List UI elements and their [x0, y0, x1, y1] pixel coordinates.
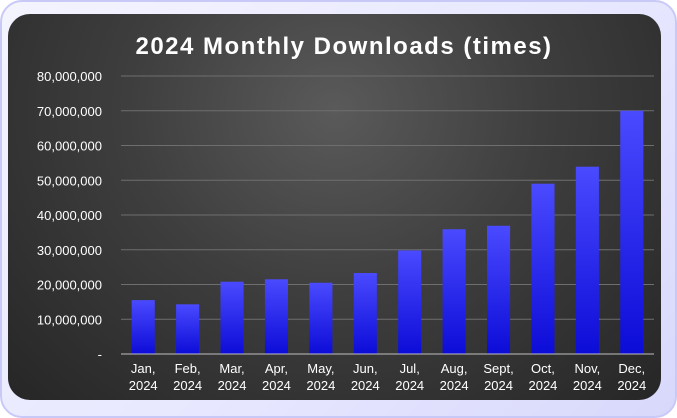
x-tick-label: 2024 — [306, 378, 335, 393]
bar — [531, 183, 555, 354]
x-tick-label: Jul, — [400, 361, 420, 376]
x-tick-label: Dec, — [618, 361, 645, 376]
x-tick-label: Feb, — [175, 361, 201, 376]
x-tick-label: Sept, — [483, 361, 513, 376]
x-tick-label: May, — [307, 361, 334, 376]
x-tick-label: 2024 — [262, 378, 291, 393]
bar-chart: 2024 Monthly Downloads (times) - 10,000,0… — [37, 33, 654, 393]
x-tick-label: Jun, — [353, 361, 378, 376]
bar — [398, 250, 422, 354]
y-tick-label: - — [98, 347, 102, 362]
y-tick-label: 80,000,000 — [37, 69, 102, 84]
chart-title: 2024 Monthly Downloads (times) — [135, 33, 552, 60]
bar — [486, 225, 511, 354]
x-tick-label: 2024 — [173, 378, 202, 393]
x-tick-label: Aug, — [441, 361, 468, 376]
bar — [575, 166, 599, 354]
y-tick-label: 20,000,000 — [37, 278, 102, 293]
bar — [176, 304, 200, 354]
bar — [131, 300, 155, 354]
x-tick-label: 2024 — [528, 378, 557, 393]
bar — [620, 110, 644, 354]
x-tick-label: Oct, — [531, 361, 555, 376]
y-tick-label: 40,000,000 — [37, 208, 102, 223]
bar — [264, 279, 289, 354]
y-tick-label: 50,000,000 — [37, 173, 102, 188]
x-tick-label: 2024 — [129, 378, 158, 393]
chart-card: 2024 Monthly Downloads (times) - 10,000,0… — [8, 14, 661, 400]
x-tick-label: 2024 — [573, 378, 602, 393]
x-tick-label: Mar, — [219, 361, 244, 376]
y-tick-label: 30,000,000 — [37, 243, 102, 258]
x-tick-label: 2024 — [484, 378, 513, 393]
x-tick-label: 2024 — [218, 378, 247, 393]
y-tick-label: 70,000,000 — [37, 104, 102, 119]
x-tick-label: Jan, — [131, 361, 156, 376]
y-tick-label: 60,000,000 — [37, 139, 102, 154]
x-tick-label: 2024 — [351, 378, 380, 393]
x-tick-label: 2024 — [440, 378, 469, 393]
x-tick-label: 2024 — [395, 378, 424, 393]
x-tick-label: Nov, — [574, 361, 600, 376]
bar — [442, 229, 466, 354]
bar — [220, 281, 244, 354]
x-tick-label: 2024 — [617, 378, 646, 393]
bar — [309, 282, 333, 354]
bar — [353, 273, 377, 354]
x-tick-label: Apr, — [265, 361, 288, 376]
y-tick-label: 10,000,000 — [37, 312, 102, 327]
